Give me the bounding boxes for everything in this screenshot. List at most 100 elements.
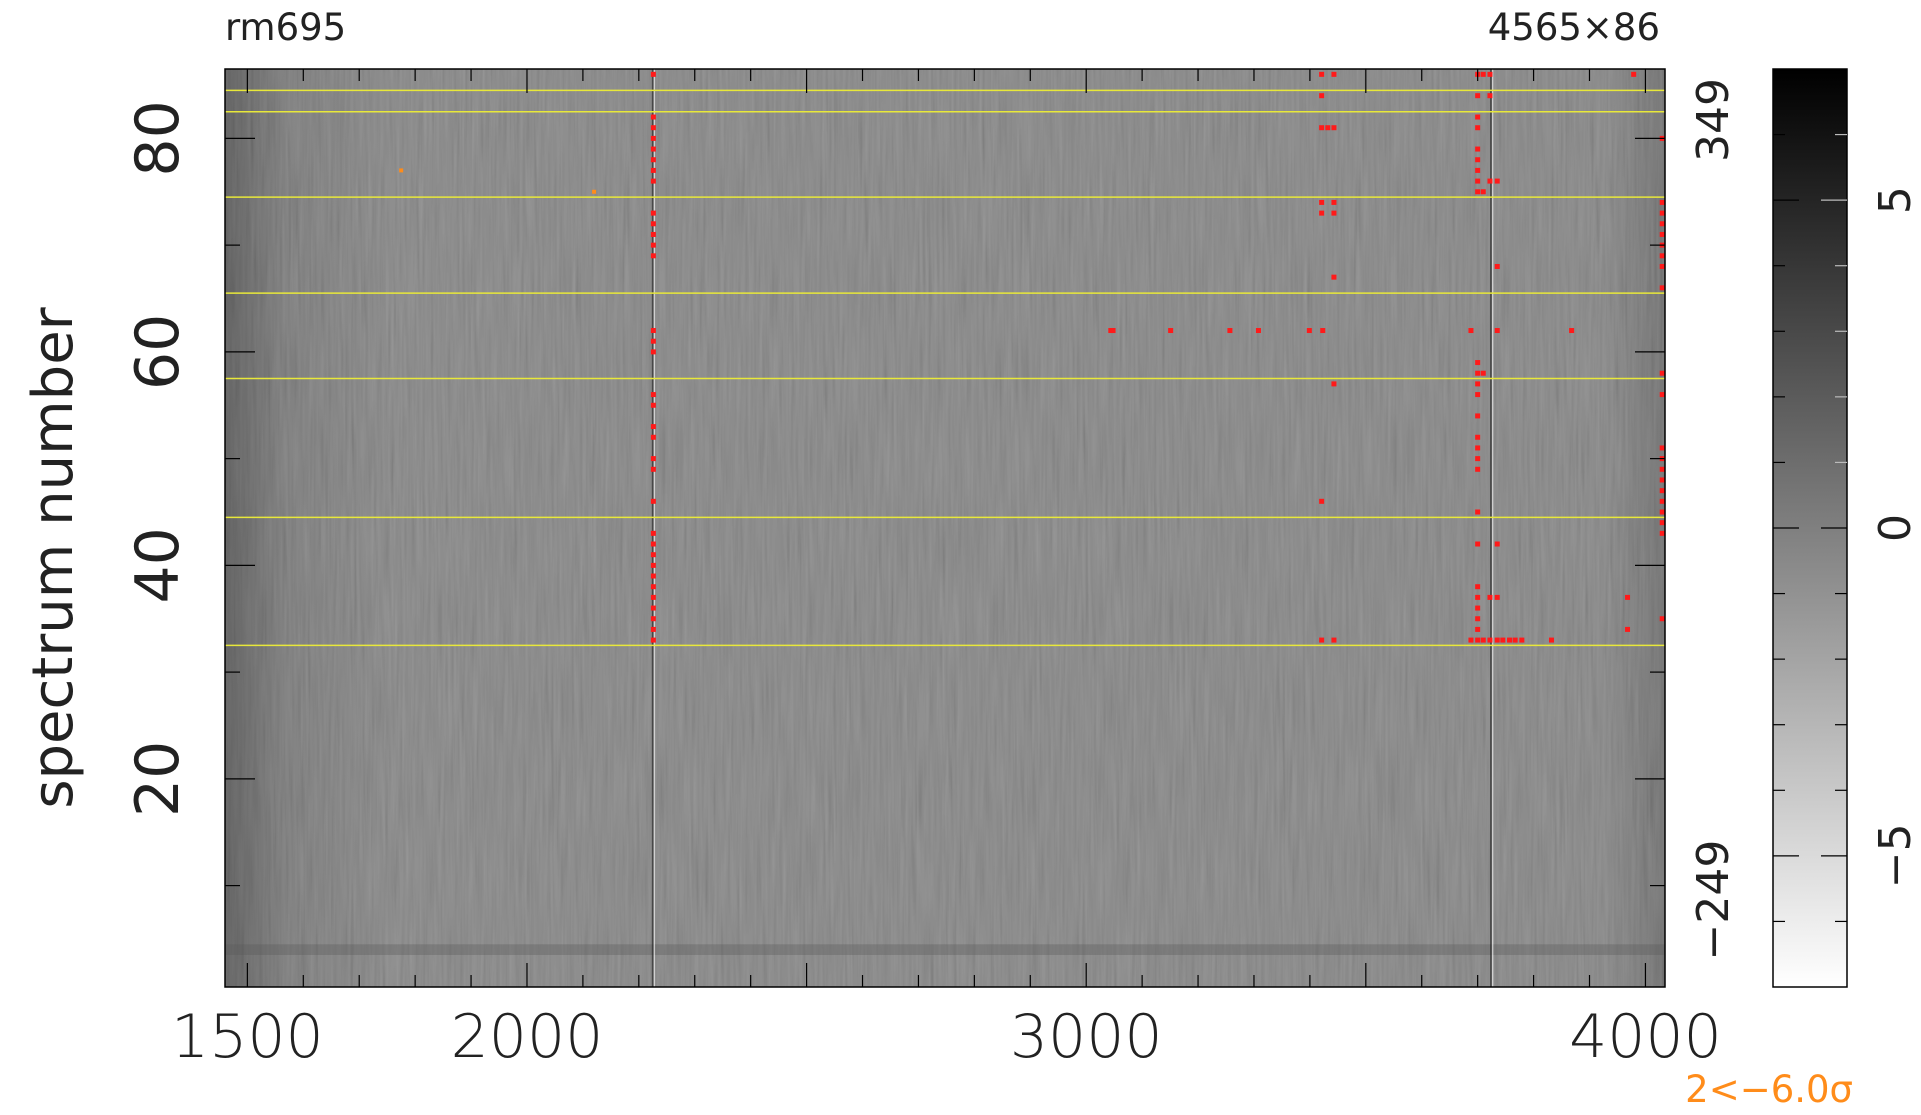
flag-point-58 <box>1331 71 1337 77</box>
flag-point-99 <box>1475 114 1481 120</box>
flag-point-45 <box>1331 637 1337 643</box>
flag-point-89 <box>1494 263 1500 269</box>
flag-point-109 <box>1659 530 1665 536</box>
flag-point-95 <box>1475 167 1481 173</box>
flag-point-24 <box>650 221 656 227</box>
flag-point-20 <box>650 328 656 334</box>
flag-point-8 <box>650 552 656 558</box>
flag-point-33 <box>650 71 656 77</box>
flag-point-28 <box>650 157 656 163</box>
flag-point-11 <box>650 498 656 504</box>
flag-point-105 <box>1625 626 1631 632</box>
low-point-1 <box>592 189 597 194</box>
flag-point-54 <box>1325 125 1331 131</box>
flag-point-127 <box>1659 199 1665 205</box>
flag-point-114 <box>1659 477 1665 483</box>
flag-point-59 <box>1468 637 1474 643</box>
flag-point-30 <box>650 135 656 141</box>
flag-point-126 <box>1659 210 1665 216</box>
flag-point-27 <box>650 167 656 173</box>
flag-point-31 <box>650 125 656 131</box>
flag-point-37 <box>1227 328 1233 334</box>
flag-point-108 <box>1659 616 1665 622</box>
y-axis-title: spectrum number <box>21 306 86 808</box>
flag-point-7 <box>650 562 656 568</box>
flag-point-1 <box>650 626 656 632</box>
flag-point-125 <box>1659 221 1665 227</box>
flag-point-93 <box>1487 178 1493 184</box>
flag-point-29 <box>650 146 656 152</box>
flag-point-69 <box>1475 626 1481 632</box>
flag-point-76 <box>1475 541 1481 547</box>
flag-point-38 <box>1255 328 1261 334</box>
flag-point-97 <box>1475 146 1481 152</box>
flag-point-103 <box>1480 71 1486 77</box>
flag-point-25 <box>650 210 656 216</box>
flag-point-32 <box>650 114 656 120</box>
flag-point-94 <box>1494 178 1500 184</box>
flag-point-87 <box>1475 360 1481 366</box>
flag-point-118 <box>1659 392 1665 398</box>
flag-point-60 <box>1475 637 1481 643</box>
flag-point-90 <box>1475 189 1481 195</box>
flag-point-88 <box>1480 370 1486 376</box>
flag-point-72 <box>1475 594 1481 600</box>
flag-point-26 <box>650 178 656 184</box>
flag-point-71 <box>1475 605 1481 611</box>
flag-point-91 <box>1480 189 1486 195</box>
y-tick-label-1: 40 <box>123 527 193 603</box>
flag-point-9 <box>650 541 656 547</box>
right-label-bottom: −249 <box>1688 840 1739 961</box>
y-tick-label-2: 60 <box>123 314 193 390</box>
flag-point-63 <box>1494 637 1500 643</box>
run-label: rm695 <box>225 6 347 49</box>
flag-point-52 <box>1331 199 1337 205</box>
flag-point-0 <box>650 637 656 643</box>
x-tick-label-2: 3000 <box>1010 1002 1163 1072</box>
flag-point-35 <box>1110 328 1116 334</box>
flag-point-101 <box>1487 93 1493 99</box>
flag-point-43 <box>1569 328 1575 334</box>
flag-point-67 <box>1519 637 1525 643</box>
flag-point-41 <box>1468 328 1474 334</box>
flag-point-107 <box>1631 71 1637 77</box>
flag-point-78 <box>1475 509 1481 515</box>
flag-point-86 <box>1475 370 1481 376</box>
flag-point-85 <box>1475 381 1481 387</box>
flag-point-65 <box>1507 637 1513 643</box>
right-edge-noise <box>1605 69 1665 987</box>
flag-point-47 <box>1331 381 1337 387</box>
flag-point-40 <box>1320 328 1326 334</box>
flag-point-15 <box>650 424 656 430</box>
flag-point-119 <box>1659 370 1665 376</box>
right-label-top: 349 <box>1688 78 1739 162</box>
flag-point-98 <box>1475 125 1481 131</box>
flag-point-82 <box>1475 434 1481 440</box>
flag-point-111 <box>1659 509 1665 515</box>
flag-point-74 <box>1487 594 1493 600</box>
flag-point-122 <box>1659 253 1665 259</box>
dimensions-label: 4565×86 <box>1487 6 1660 49</box>
flag-point-57 <box>1319 71 1325 77</box>
flag-point-46 <box>1319 498 1325 504</box>
colorbar-tick-label-1: 0 <box>1870 514 1921 542</box>
flag-point-12 <box>650 466 656 472</box>
x-tick-label-1: 2000 <box>451 1002 604 1072</box>
flag-point-75 <box>1494 594 1500 600</box>
y-tick-label-3: 80 <box>123 100 193 176</box>
flag-point-124 <box>1659 231 1665 237</box>
flag-point-115 <box>1659 466 1665 472</box>
flag-point-100 <box>1475 93 1481 99</box>
flag-point-80 <box>1475 456 1481 462</box>
x-tick-label-3: 4000 <box>1569 1002 1722 1072</box>
noise-texture <box>225 69 1665 987</box>
flag-point-106 <box>1625 594 1631 600</box>
flag-point-56 <box>1319 93 1325 99</box>
noisy-row-band <box>225 944 1665 955</box>
flag-point-110 <box>1659 520 1665 526</box>
flag-point-13 <box>650 456 656 462</box>
flag-point-2 <box>650 616 656 622</box>
flag-point-53 <box>1319 125 1325 131</box>
flag-point-64 <box>1500 637 1506 643</box>
